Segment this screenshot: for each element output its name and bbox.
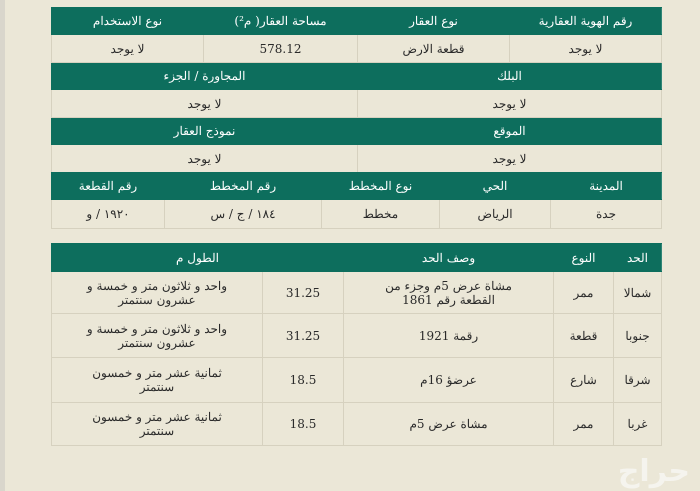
table-row: شمالا ممر مشاة عرض 5م وجزء من القطعة رقم…: [51, 271, 662, 314]
type-cell: قطعة: [553, 313, 614, 358]
property-id-value: لا يوجد: [509, 34, 662, 63]
side-cell: جنوبا: [613, 313, 662, 358]
header-property-type: نوع العقار: [357, 7, 510, 35]
location-value: لا يوجد: [357, 144, 662, 173]
header-plan-number: رقم المخطط: [164, 172, 322, 200]
city-value: جدة: [550, 199, 662, 229]
type-cell: ممر: [553, 402, 614, 446]
header-district: الحي: [439, 172, 551, 200]
header-city: المدينة: [550, 172, 662, 200]
page-edge: [0, 0, 5, 491]
side-cell: شرقا: [613, 357, 662, 403]
boundaries-table: الحد النوع وصف الحد الطول م شمالا ممر مش…: [51, 243, 662, 446]
length-text-cell: ثمانية عشر متر و خمسون سنتمتر: [51, 402, 263, 446]
area-value: 578.12: [203, 34, 358, 63]
header-plot-number: رقم القطعة: [51, 172, 165, 200]
watermark-logo: حراج: [617, 454, 690, 489]
header-plan-type: نوع المخطط: [321, 172, 440, 200]
length-text-cell: ثمانية عشر متر و خمسون سنتمتر: [51, 357, 263, 403]
description-cell: عرضؤ 16م: [343, 357, 554, 403]
table-row: جنوبا قطعة رقمة 1921 31.25 واحد و ثلاثون…: [51, 313, 662, 358]
header-location: الموقع: [357, 117, 662, 145]
header-property-model: نموذج العقار: [51, 117, 358, 145]
description-cell: رقمة 1921: [343, 313, 554, 358]
plan-number-value: ١٨٤ / ج / س: [164, 199, 322, 229]
type-cell: شارع: [553, 357, 614, 403]
block-value: لا يوجد: [357, 89, 662, 118]
table-row: شرقا شارع عرضؤ 16م 18.5 ثمانية عشر متر و…: [51, 357, 662, 403]
plot-number-value: ١٩٢٠ / و: [51, 199, 165, 229]
header-length: الطول م: [51, 243, 344, 272]
header-usage-type: نوع الاستخدام: [51, 7, 204, 35]
property-info-table: رقم الهوية العقارية نوع العقار مساحة الع…: [51, 7, 662, 173]
plan-info-table: المدينة الحي نوع المخطط رقم المخطط رقم ا…: [51, 172, 662, 229]
side-cell: شمالا: [613, 271, 662, 314]
description-cell: مشاة عرض 5م وجزء من القطعة رقم 1861: [343, 271, 554, 314]
header-side: الحد: [613, 243, 662, 272]
length-cell: 18.5: [262, 357, 344, 403]
plan-type-value: مخطط: [321, 199, 440, 229]
property-type-value: قطعة الارض: [357, 34, 510, 63]
header-property-id: رقم الهوية العقارية: [509, 7, 662, 35]
district-value: الرياض: [439, 199, 551, 229]
header-block: البلك: [357, 62, 662, 90]
description-cell: مشاة عرض 5م: [343, 402, 554, 446]
header-description: وصف الحد: [343, 243, 554, 272]
header-neighborhood-part: المجاورة / الجزء: [51, 62, 358, 90]
header-type: النوع: [553, 243, 614, 272]
table-row: غربا ممر مشاة عرض 5م 18.5 ثمانية عشر متر…: [51, 402, 662, 446]
length-cell: 18.5: [262, 402, 344, 446]
type-cell: ممر: [553, 271, 614, 314]
length-cell: 31.25: [262, 313, 344, 358]
usage-type-value: لا يوجد: [51, 34, 204, 63]
header-area: مساحة العقار( م²): [203, 7, 358, 35]
side-cell: غربا: [613, 402, 662, 446]
length-text-cell: واحد و ثلاثون متر و خمسة و عشرون سنتمتر: [51, 313, 263, 358]
length-cell: 31.25: [262, 271, 344, 314]
property-model-value: لا يوجد: [51, 144, 358, 173]
length-text-cell: واحد و ثلاثون متر و خمسة و عشرون سنتمتر: [51, 271, 263, 314]
neighborhood-part-value: لا يوجد: [51, 89, 358, 118]
